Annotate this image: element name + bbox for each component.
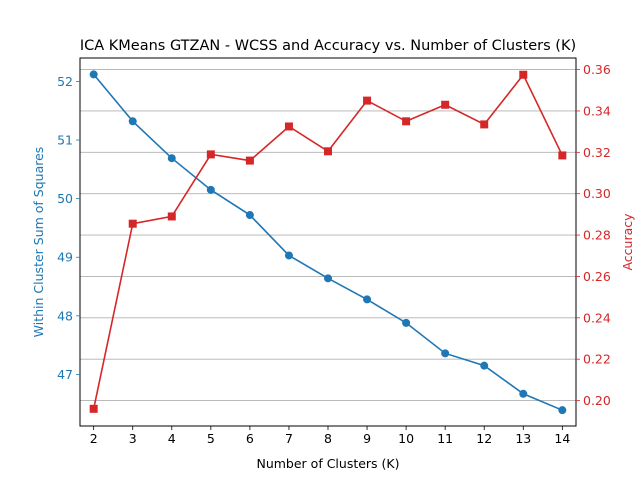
x-tick-label: 7 <box>285 431 293 446</box>
right-tick-label: 0.20 <box>583 393 611 408</box>
wcss-point <box>245 211 254 220</box>
x-tick-label: 11 <box>437 431 453 446</box>
x-tick-label: 6 <box>246 431 254 446</box>
grid-layer <box>80 69 576 401</box>
accuracy-point <box>245 156 254 165</box>
left-tick-label: 47 <box>57 367 73 382</box>
wcss-point <box>89 70 98 79</box>
accuracy-point <box>441 100 450 109</box>
accuracy-point <box>167 212 176 221</box>
wcss-point <box>558 406 567 415</box>
x-tick-label: 13 <box>515 431 531 446</box>
wcss-point <box>206 185 215 194</box>
wcss-point <box>284 251 293 260</box>
accuracy-point <box>89 404 98 413</box>
accuracy-point <box>558 151 567 160</box>
wcss-point <box>167 154 176 163</box>
x-tick-label: 3 <box>129 431 137 446</box>
right-tick-label: 0.24 <box>583 310 611 325</box>
left-tick-label: 51 <box>57 133 73 148</box>
x-axis-label: Number of Clusters (K) <box>256 456 399 471</box>
left-tick-label: 50 <box>57 191 73 206</box>
left-axis-label: Within Cluster Sum of Squares <box>31 147 46 338</box>
chart-title: ICA KMeans GTZAN - WCSS and Accuracy vs.… <box>80 38 576 54</box>
x-tick-label: 8 <box>324 431 332 446</box>
x-tick-label: 9 <box>363 431 371 446</box>
wcss-point <box>402 318 411 327</box>
x-tick-label: 10 <box>398 431 414 446</box>
wcss-point <box>480 361 489 370</box>
wcss-point <box>324 274 332 283</box>
x-tick-label: 2 <box>90 431 98 446</box>
right-tick-label: 0.34 <box>583 103 611 118</box>
series-layer <box>89 70 567 415</box>
right-axis-ticks: 0.20 0.22 0.24 0.26 0.28 0.30 0.32 0.34 0.36 <box>576 62 611 408</box>
left-tick-label: 49 <box>57 250 73 265</box>
left-axis-ticks: 47 48 49 50 51 52 <box>57 74 80 382</box>
accuracy-point <box>363 96 372 105</box>
wcss-point <box>363 295 372 304</box>
right-axis-label: Accuracy <box>620 213 635 271</box>
right-tick-label: 0.30 <box>583 186 611 201</box>
x-tick-label: 14 <box>554 431 570 446</box>
right-tick-label: 0.28 <box>583 228 611 243</box>
wcss-point <box>441 349 450 358</box>
left-tick-label: 52 <box>57 74 73 89</box>
accuracy-point <box>324 147 332 156</box>
accuracy-point <box>206 150 215 159</box>
x-tick-label: 5 <box>207 431 215 446</box>
x-tick-label: 4 <box>168 431 176 446</box>
x-tick-label: 12 <box>476 431 492 446</box>
right-tick-label: 0.36 <box>583 62 611 77</box>
accuracy-point <box>519 70 528 79</box>
accuracy-point <box>402 117 411 126</box>
right-tick-label: 0.32 <box>583 145 611 160</box>
left-tick-label: 48 <box>57 308 73 323</box>
accuracy-point <box>284 122 293 131</box>
wcss-point <box>128 117 137 126</box>
right-tick-label: 0.22 <box>583 352 611 367</box>
accuracy-point <box>128 219 137 228</box>
right-tick-label: 0.26 <box>583 269 611 284</box>
x-axis-ticks: 2 3 4 5 6 7 8 9 10 11 12 13 14 <box>90 426 570 446</box>
accuracy-point <box>480 120 489 129</box>
wcss-point <box>519 389 528 398</box>
